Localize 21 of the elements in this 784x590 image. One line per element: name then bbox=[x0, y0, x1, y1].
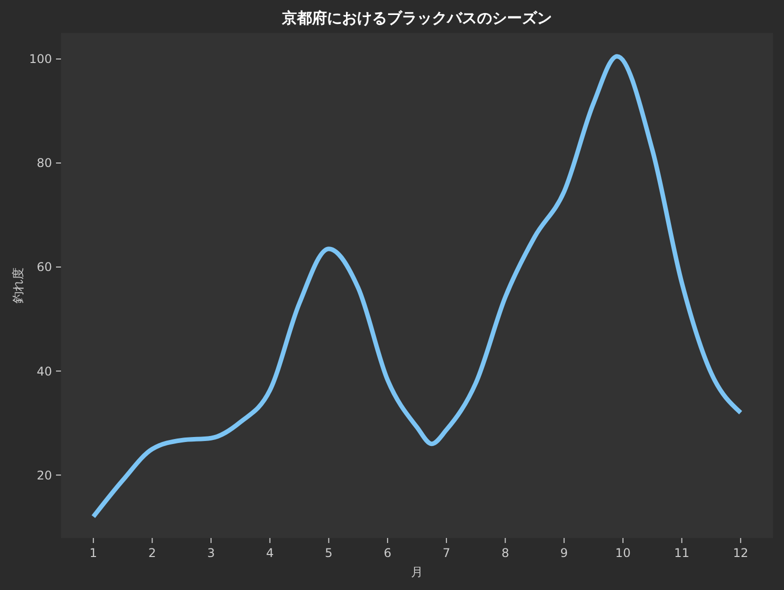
x-tick-label: 3 bbox=[207, 546, 215, 560]
x-tick-label: 10 bbox=[615, 546, 631, 560]
line-series bbox=[91, 54, 743, 519]
x-tick-label: 7 bbox=[442, 546, 450, 560]
y-tick-label: 60 bbox=[36, 260, 52, 274]
x-tick-label: 12 bbox=[732, 546, 748, 560]
y-axis-title: 釣れ度 bbox=[11, 268, 25, 304]
x-tick-label: 9 bbox=[560, 546, 568, 560]
y-tick-label: 80 bbox=[36, 156, 52, 170]
y-tick-label: 40 bbox=[36, 364, 52, 378]
x-tick-label: 4 bbox=[266, 546, 274, 560]
x-axis-title: 月 bbox=[411, 565, 423, 579]
chart-title: 京都府におけるブラックバスのシーズン bbox=[281, 9, 552, 27]
x-tick-label: 11 bbox=[674, 546, 690, 560]
x-tick-label: 8 bbox=[501, 546, 510, 560]
y-tick-label: 100 bbox=[29, 52, 52, 66]
x-tick-label: 1 bbox=[90, 546, 98, 560]
x-tick-label: 5 bbox=[324, 546, 333, 560]
x-tick-label: 2 bbox=[148, 546, 156, 560]
x-tick-label: 6 bbox=[384, 546, 392, 560]
y-tick-label: 20 bbox=[36, 468, 52, 482]
